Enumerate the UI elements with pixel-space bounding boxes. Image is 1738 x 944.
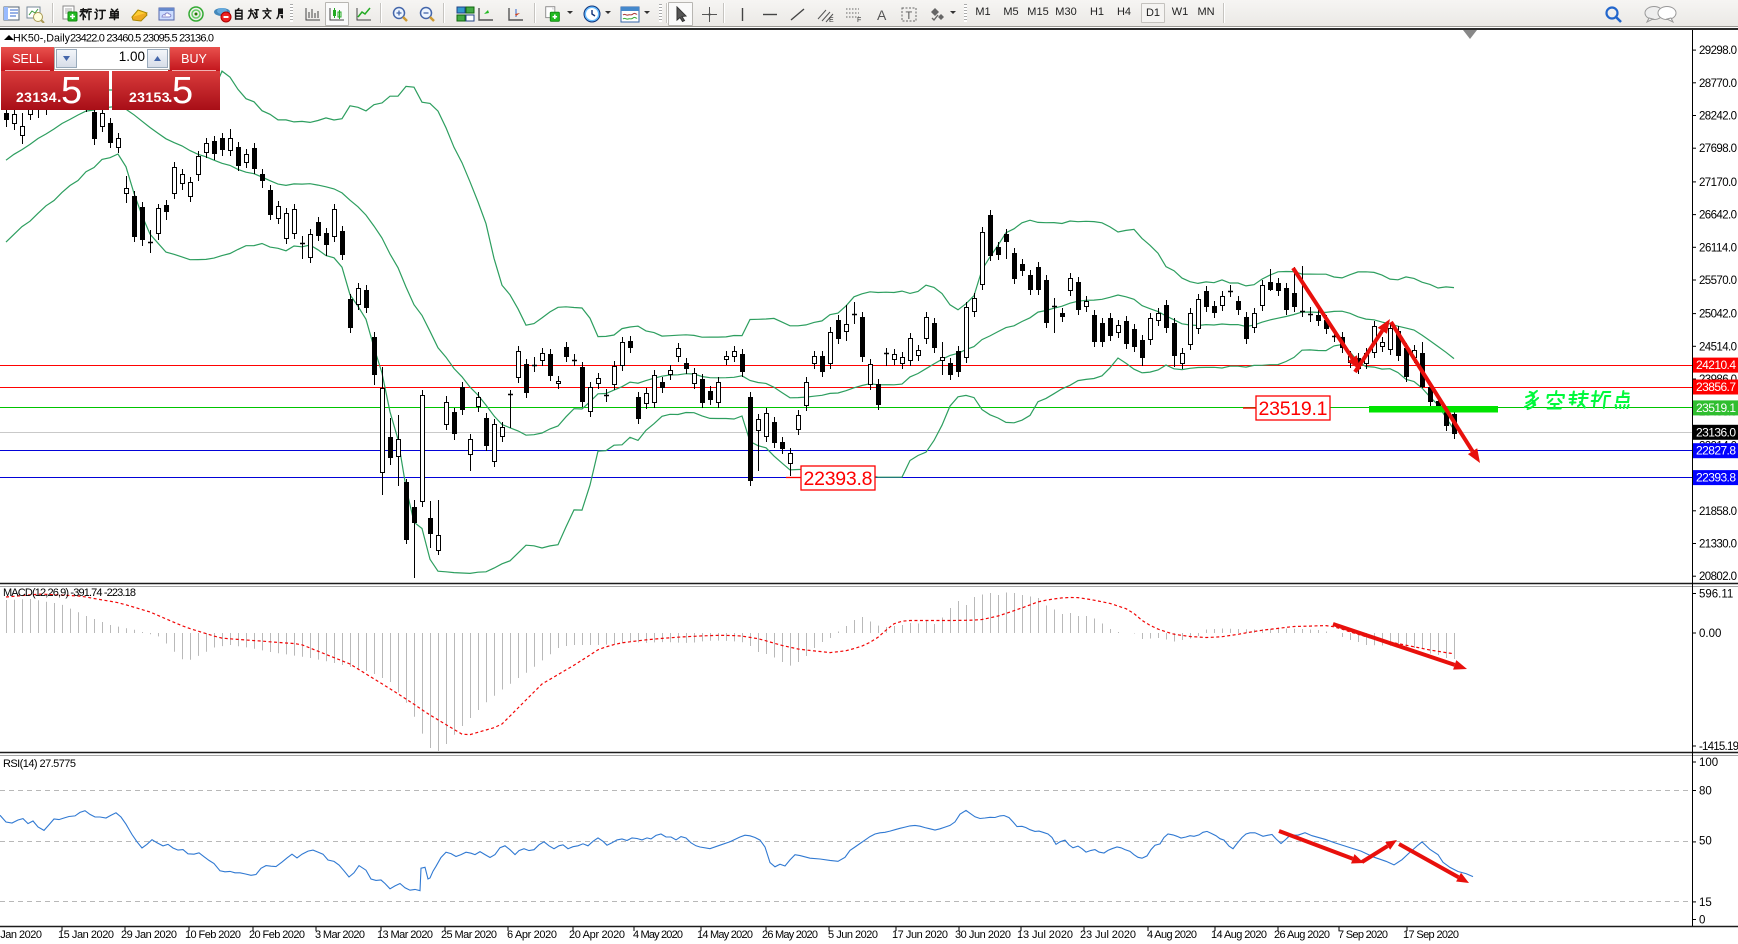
svg-text:13 Mar 2020: 13 Mar 2020: [377, 929, 433, 941]
svg-text:27170.0: 27170.0: [1699, 177, 1737, 189]
svg-text:24514.0: 24514.0: [1699, 341, 1737, 353]
svg-text:17 Jun 2020: 17 Jun 2020: [892, 929, 948, 941]
svg-text:26 Aug 2020: 26 Aug 2020: [1274, 929, 1330, 941]
svg-text:A: A: [877, 7, 887, 23]
svg-text:6 Apr 2020: 6 Apr 2020: [507, 929, 557, 941]
svg-text:5 Jun 2020: 5 Jun 2020: [828, 929, 878, 941]
svg-text:3 Mar 2020: 3 Mar 2020: [315, 929, 365, 941]
svg-text:50: 50: [1699, 835, 1712, 847]
svg-text:80: 80: [1699, 786, 1712, 798]
svg-text:20 Apr 2020: 20 Apr 2020: [569, 929, 625, 941]
svg-text:14 Aug 2020: 14 Aug 2020: [1211, 929, 1267, 941]
svg-text:26114.0: 26114.0: [1699, 242, 1737, 254]
svg-text:T: T: [905, 10, 912, 22]
svg-text:29298.0: 29298.0: [1699, 45, 1737, 57]
svg-text:15 Jan 2020: 15 Jan 2020: [58, 929, 114, 941]
svg-text:17 Sep 2020: 17 Sep 2020: [1403, 929, 1459, 941]
svg-text:4 May 2020: 4 May 2020: [633, 929, 683, 941]
svg-text:7 Sep 2020: 7 Sep 2020: [1338, 929, 1388, 941]
svg-text:26 May 2020: 26 May 2020: [762, 929, 818, 941]
svg-text:24210.4: 24210.4: [1696, 358, 1736, 372]
svg-text:23519.1: 23519.1: [1259, 398, 1328, 420]
svg-text:21858.0: 21858.0: [1699, 506, 1737, 518]
svg-text:23519.1: 23519.1: [1696, 401, 1736, 415]
svg-text:20802.0: 20802.0: [1699, 571, 1737, 583]
svg-text:0.00: 0.00: [1699, 628, 1721, 640]
svg-text:27698.0: 27698.0: [1699, 143, 1737, 155]
svg-text:MACD(12,26,9) -391.74 -223.18: MACD(12,26,9) -391.74 -223.18: [3, 587, 136, 599]
svg-text:25042.0: 25042.0: [1699, 309, 1737, 321]
svg-text:10 Feb 2020: 10 Feb 2020: [185, 929, 241, 941]
svg-text:30 Jun 2020: 30 Jun 2020: [955, 929, 1011, 941]
svg-text:21330.0: 21330.0: [1699, 539, 1737, 551]
svg-text:4 Aug 2020: 4 Aug 2020: [1147, 929, 1197, 941]
svg-text:20 Feb 2020: 20 Feb 2020: [249, 929, 305, 941]
svg-text:22393.8: 22393.8: [804, 468, 873, 490]
svg-text:0: 0: [1699, 915, 1705, 927]
svg-text:F: F: [857, 17, 861, 23]
svg-text:22393.8: 22393.8: [1696, 471, 1736, 485]
svg-text:22827.8: 22827.8: [1696, 444, 1736, 458]
svg-text:26642.0: 26642.0: [1699, 210, 1737, 222]
svg-text:15: 15: [1699, 897, 1712, 909]
svg-text:28242.0: 28242.0: [1699, 111, 1737, 123]
svg-text:25570.0: 25570.0: [1699, 275, 1737, 287]
svg-text:HK50-,Daily: HK50-,Daily: [13, 33, 71, 45]
svg-text:8 Jan 2020: 8 Jan 2020: [0, 929, 42, 941]
svg-text:13 Jul 2020: 13 Jul 2020: [1017, 929, 1073, 941]
svg-text:23856.7: 23856.7: [1696, 380, 1736, 394]
svg-text:23422.0 23460.5 23095.5 23136.: 23422.0 23460.5 23095.5 23136.0: [70, 33, 214, 45]
svg-text:14 May 2020: 14 May 2020: [697, 929, 753, 941]
svg-text:25 Mar 2020: 25 Mar 2020: [441, 929, 497, 941]
svg-text:RSI(14) 27.5775: RSI(14) 27.5775: [3, 758, 76, 770]
svg-text:23 Jul 2020: 23 Jul 2020: [1080, 929, 1136, 941]
svg-text:E: E: [829, 17, 834, 23]
svg-text:100: 100: [1699, 757, 1718, 769]
svg-text:23136.0: 23136.0: [1696, 425, 1736, 439]
svg-text:-1415.19: -1415.19: [1699, 741, 1738, 753]
svg-text:28770.0: 28770.0: [1699, 78, 1737, 90]
svg-text:596.11: 596.11: [1699, 589, 1733, 601]
svg-text:29 Jan 2020: 29 Jan 2020: [121, 929, 177, 941]
